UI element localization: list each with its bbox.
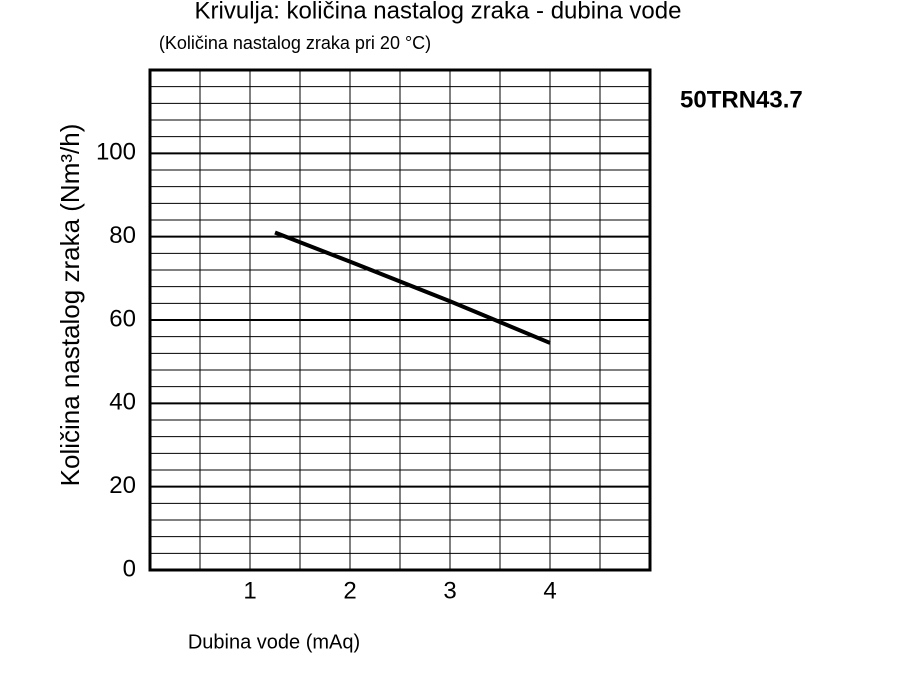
y-tick-label: 60 (109, 305, 136, 332)
x-tick-label: 3 (443, 577, 456, 604)
y-tick-label: 40 (109, 389, 136, 416)
x-tick-label: 4 (543, 577, 556, 604)
y-tick-label: 0 (123, 555, 136, 582)
y-tick-label: 80 (109, 222, 136, 249)
y-tick-label: 100 (96, 139, 136, 166)
chart-subtitle: (Količina nastalog zraka pri 20 °C) (159, 33, 431, 53)
x-tick-label: 1 (243, 577, 256, 604)
y-tick-label: 20 (109, 472, 136, 499)
y-axis-label: Količina nastalog zraka (Nm³/h) (55, 124, 85, 487)
chart-title: Krivulja: količina nastalog zraka - dubi… (195, 0, 682, 24)
x-tick-label: 2 (343, 577, 356, 604)
plot-frame (148, 68, 652, 572)
data-line (274, 230, 551, 345)
x-axis-label: Dubina vode (mAq) (188, 631, 360, 653)
model-label: 50TRN43.7 (680, 86, 803, 113)
